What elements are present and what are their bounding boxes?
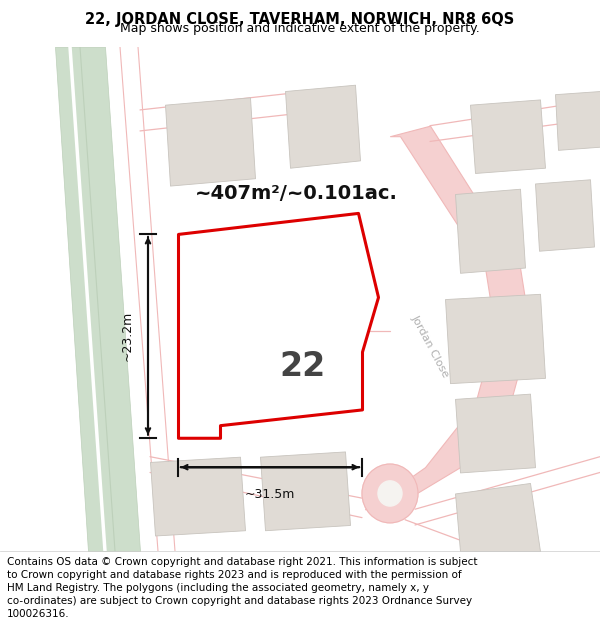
Text: ~31.5m: ~31.5m bbox=[245, 488, 295, 501]
Text: Jordan Close: Jordan Close bbox=[409, 313, 451, 379]
Text: HM Land Registry. The polygons (including the associated geometry, namely x, y: HM Land Registry. The polygons (includin… bbox=[7, 583, 429, 593]
Text: ~23.2m: ~23.2m bbox=[121, 311, 134, 361]
Text: Map shows position and indicative extent of the property.: Map shows position and indicative extent… bbox=[120, 22, 480, 35]
Circle shape bbox=[362, 464, 418, 523]
Text: to Crown copyright and database rights 2023 and is reproduced with the permissio: to Crown copyright and database rights 2… bbox=[7, 570, 462, 580]
Text: 100026316.: 100026316. bbox=[7, 609, 70, 619]
Text: 22, JORDAN CLOSE, TAVERHAM, NORWICH, NR8 6QS: 22, JORDAN CLOSE, TAVERHAM, NORWICH, NR8… bbox=[85, 12, 515, 27]
Text: co-ordinates) are subject to Crown copyright and database rights 2023 Ordnance S: co-ordinates) are subject to Crown copyr… bbox=[7, 596, 472, 606]
Text: 22: 22 bbox=[279, 350, 325, 383]
Circle shape bbox=[378, 481, 402, 506]
Text: Contains OS data © Crown copyright and database right 2021. This information is : Contains OS data © Crown copyright and d… bbox=[7, 557, 478, 567]
Text: ~407m²/~0.101ac.: ~407m²/~0.101ac. bbox=[195, 184, 398, 204]
